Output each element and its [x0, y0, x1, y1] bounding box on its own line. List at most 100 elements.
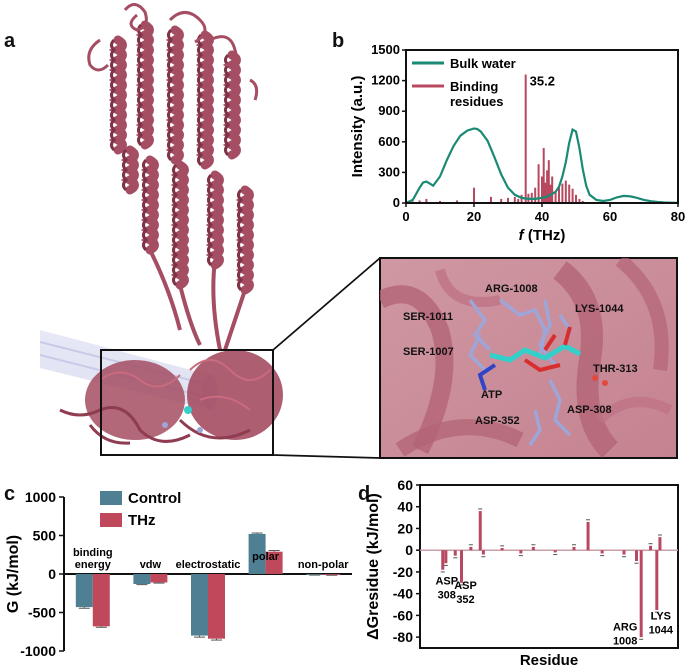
nucleotide-binding-domain: [59, 350, 283, 445]
y-tick-label: 0: [405, 542, 413, 558]
category-label: non-polar: [298, 559, 349, 571]
residue-annotation: 308: [438, 590, 456, 602]
residue-bar: [453, 550, 457, 556]
y-tick-label: 20: [397, 520, 413, 536]
helix-shade: [197, 33, 204, 167]
helix-shade: [122, 148, 129, 192]
helix: [170, 160, 189, 290]
residue-bar: [572, 546, 576, 551]
residue-annotation: 1044: [649, 624, 674, 636]
x-tick-label: 20: [467, 209, 481, 224]
panel-label-a: a: [4, 30, 16, 52]
chart-c-energy-bars: 1000 500 0 -500 -1000 G (kJ/mol) bindingenergy…: [5, 489, 352, 659]
helix-shade: [142, 158, 149, 252]
y-tick-label: 40: [397, 499, 413, 515]
helix-shade: [167, 28, 174, 162]
bar-control: [191, 574, 208, 636]
bar-thz: [323, 574, 341, 576]
y-tick-label: -20: [393, 564, 413, 580]
bar-thz: [208, 574, 225, 639]
plot-frame: [419, 484, 679, 649]
residue-bar: [469, 546, 473, 551]
x-tick-label: 60: [603, 209, 617, 224]
y-tick-label: -500: [28, 605, 56, 621]
legend-label: THz: [128, 512, 156, 529]
bar-control: [133, 574, 151, 585]
x-tick-label: 0: [402, 209, 409, 224]
panel-label-c: c: [4, 483, 16, 505]
residue-bar: [478, 511, 482, 551]
helix-shade: [207, 173, 214, 267]
residue-annotation: ASP: [435, 576, 458, 588]
helix: [235, 185, 254, 295]
y-tick-label: -80: [393, 629, 413, 645]
residue-annotation: ARG: [613, 621, 637, 633]
panel-label-d: d: [358, 483, 371, 505]
residue-label: ASP-352: [475, 415, 520, 427]
residue-bar: [519, 550, 523, 554]
helix: [195, 30, 214, 170]
residue-annotation: 1008: [613, 635, 637, 647]
y-axis-label: Intensity (a.u.): [349, 76, 366, 178]
y-tick-label: 300: [378, 164, 400, 179]
residue-label: ASP-308: [567, 404, 612, 416]
residue-label: SER-1011: [403, 311, 453, 323]
residue-annotation: ASP: [454, 580, 477, 592]
legend-swatch-control: [100, 491, 122, 505]
residue-label: LYS-1044: [575, 303, 624, 315]
legend-label: Control: [128, 490, 181, 507]
category-label: binding: [73, 547, 113, 559]
y-tick-label: 500: [33, 528, 57, 544]
y-tick-label: -60: [393, 607, 413, 623]
y-tick-label: 1000: [25, 489, 56, 505]
protein-structure: [39, 3, 381, 459]
chart-b-spectrum: 0 20 40 60 80 0 300 600 900 1200 1500 f (THz) Intens…: [349, 42, 685, 244]
legend-swatch-thz: [100, 513, 122, 527]
category-label: electrostatic: [176, 559, 241, 571]
helix: [140, 155, 159, 255]
panel-label-b: b: [332, 30, 345, 52]
residue-bar: [553, 550, 557, 553]
category-label: vdw: [140, 559, 162, 571]
helix-shade: [137, 23, 144, 147]
y-axis-label: ΔGresidue (kJ/mol): [365, 493, 382, 640]
category-label: polar: [252, 551, 280, 563]
residue-bar: [586, 521, 590, 551]
helix-shade: [172, 163, 179, 287]
bar-thz: [265, 551, 283, 574]
binding-site-inset: ARG-1008 LYS-1044 SER-1011 SER-1007 THR-…: [379, 257, 678, 459]
chart-d-residue-decomposition: 60 40 20 0 -20 -40 -60 -80 ΔGresidue (kJ/mol) Res…: [365, 477, 679, 669]
zoom-line-bottom: [272, 454, 381, 459]
helix-shade: [110, 38, 117, 152]
bar-control: [248, 533, 266, 574]
helix: [165, 25, 184, 165]
x-tick-label: 40: [535, 209, 549, 224]
y-tick-label: 900: [378, 103, 400, 118]
helix-bundle: [108, 20, 254, 351]
y-tick-label: -1000: [20, 643, 56, 659]
legend-label: residues: [450, 94, 503, 109]
residue-annotation: 352: [456, 594, 474, 606]
helix: [135, 20, 154, 150]
residue-bar: [622, 550, 626, 555]
y-tick-label: 0: [48, 566, 56, 582]
bar-thz: [150, 574, 168, 583]
residue-annotation: LYS: [651, 610, 671, 622]
peak-annotation: 35.2: [530, 74, 555, 89]
residue-bar: [600, 550, 604, 554]
residue-bar: [460, 550, 463, 583]
x-axis-label: Residue: [520, 652, 578, 669]
y-tick-label: 1200: [371, 73, 400, 88]
y-tick-label: -40: [393, 586, 413, 602]
residue-bar: [639, 550, 643, 638]
y-tick-label: 1500: [371, 42, 400, 57]
residue-bar: [444, 550, 448, 564]
x-axis-label: f (THz): [519, 227, 566, 244]
residue-bar: [658, 537, 662, 551]
y-axis-label: G (kJ/mol): [5, 535, 22, 613]
helix: [222, 50, 241, 160]
zoom-line-top: [272, 257, 381, 351]
residue-bar: [500, 548, 504, 551]
legend-label: Binding: [450, 79, 498, 94]
bulk-water-line: [405, 127, 679, 205]
